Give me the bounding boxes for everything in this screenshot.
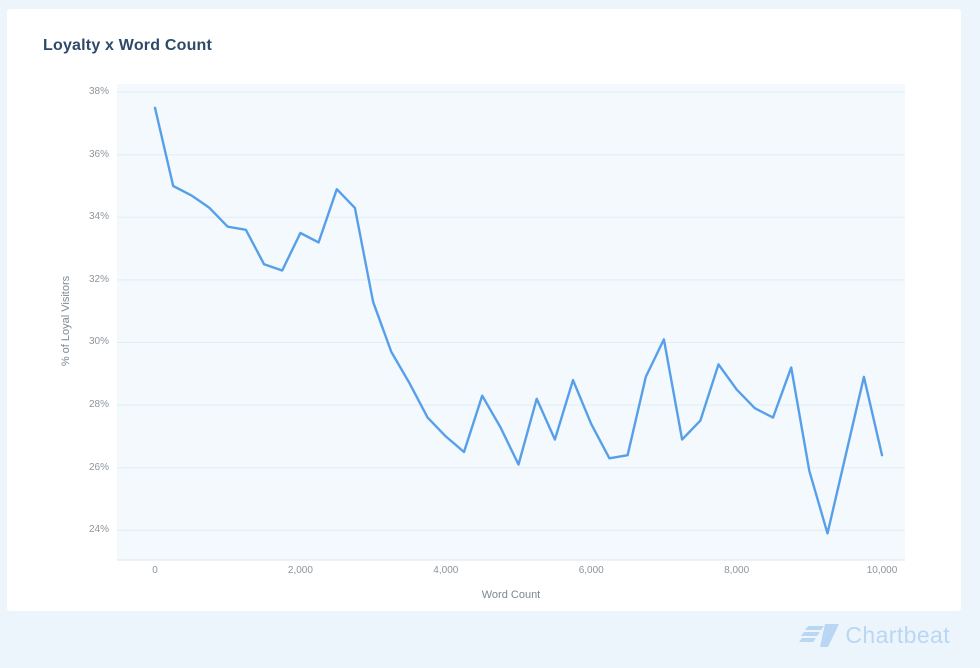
- y-tick-label: 26%: [88, 461, 109, 473]
- x-tick-label: 2,000: [287, 565, 313, 576]
- plot-area: [117, 84, 905, 560]
- y-tick-label: 24%: [88, 524, 109, 536]
- y-tick-label: 38%: [88, 86, 109, 98]
- chartbeat-plane-icon: [799, 624, 840, 647]
- x-axis-title: Word Count: [481, 589, 541, 601]
- x-tick-label: 8,000: [724, 565, 750, 576]
- x-tick-label: 0: [152, 565, 158, 576]
- chartbeat-logo: Chartbeat: [799, 620, 950, 650]
- x-tick-label: 10,000: [866, 565, 898, 576]
- x-tick-label: 6,000: [578, 565, 604, 576]
- chartbeat-wordmark: Chartbeat: [845, 621, 950, 648]
- x-tick-label: 4,000: [433, 565, 459, 576]
- y-tick-label: 34%: [88, 211, 109, 223]
- y-tick-label: 28%: [88, 399, 109, 411]
- chart-title: Loyalty x Word Count: [43, 37, 213, 54]
- y-tick-label: 36%: [88, 148, 109, 160]
- chart-card: Loyalty x Word Count 38% 36% 34% 32% 30% 28% 2…: [7, 9, 961, 611]
- y-tick-label: 30%: [88, 336, 109, 348]
- y-axis-title: % of Loyal Visitors: [60, 275, 72, 367]
- y-tick-label: 32%: [88, 273, 109, 285]
